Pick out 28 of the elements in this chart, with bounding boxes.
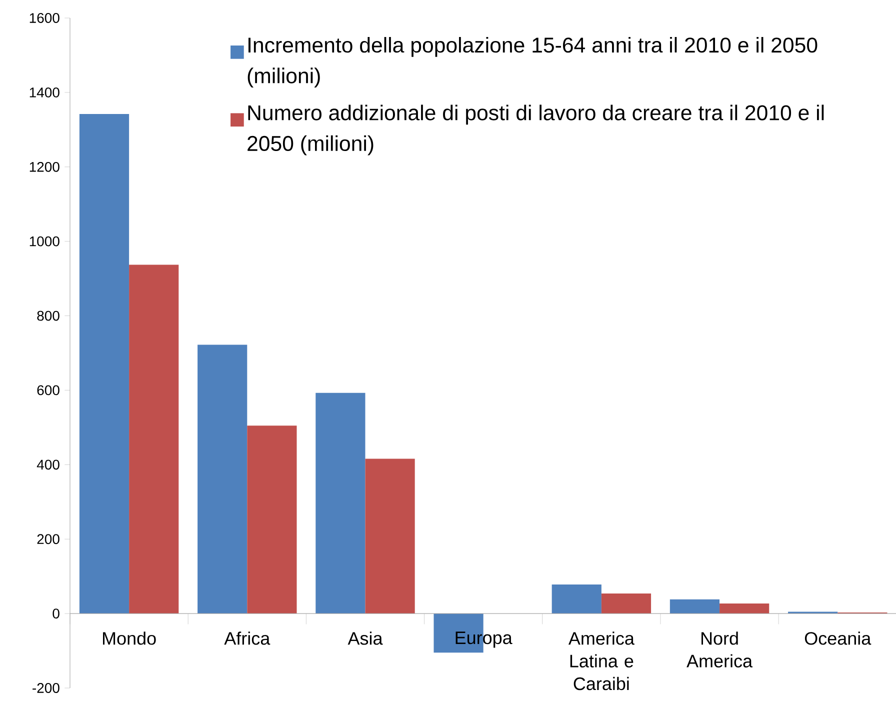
x-tick-label: Asia xyxy=(348,632,383,645)
x-tick-label: Mondo xyxy=(103,632,156,645)
bar xyxy=(247,426,297,614)
y-tick-label: 1400 xyxy=(30,87,60,98)
bar xyxy=(198,344,248,614)
y-tick-label: 1000 xyxy=(30,236,60,246)
bar xyxy=(316,392,366,614)
legend-label: Numero addizionale di posti di lavoro da creare tra il 2010 e il 2050 (milioni) xyxy=(248,104,824,156)
x-tick-label: America Latina e Caraibi xyxy=(568,632,634,690)
bar xyxy=(601,593,652,614)
x-tick-label: Oceania xyxy=(804,632,872,645)
bar xyxy=(129,264,179,614)
y-tick-label: 200 xyxy=(37,534,60,544)
bar xyxy=(552,584,602,614)
y-tick-label: 0 xyxy=(52,608,60,619)
y-tick-label: 800 xyxy=(37,310,60,321)
bar xyxy=(720,604,770,614)
y-tick-label: 1600 xyxy=(30,13,60,23)
y-tick-label: 1200 xyxy=(30,162,60,172)
bar xyxy=(670,599,720,614)
x-tick-label: Africa xyxy=(224,632,270,645)
bar xyxy=(79,114,130,614)
y-tick-label: -200 xyxy=(32,683,60,693)
legend-label: Incremento della popolazione 15-64 anni tra il 2010 e il 2050 (milioni) xyxy=(248,37,818,88)
x-tick-label: Nord America xyxy=(686,632,753,668)
bar xyxy=(365,458,415,614)
y-tick-label: 600 xyxy=(37,385,60,396)
y-tick-label: 400 xyxy=(36,460,60,470)
